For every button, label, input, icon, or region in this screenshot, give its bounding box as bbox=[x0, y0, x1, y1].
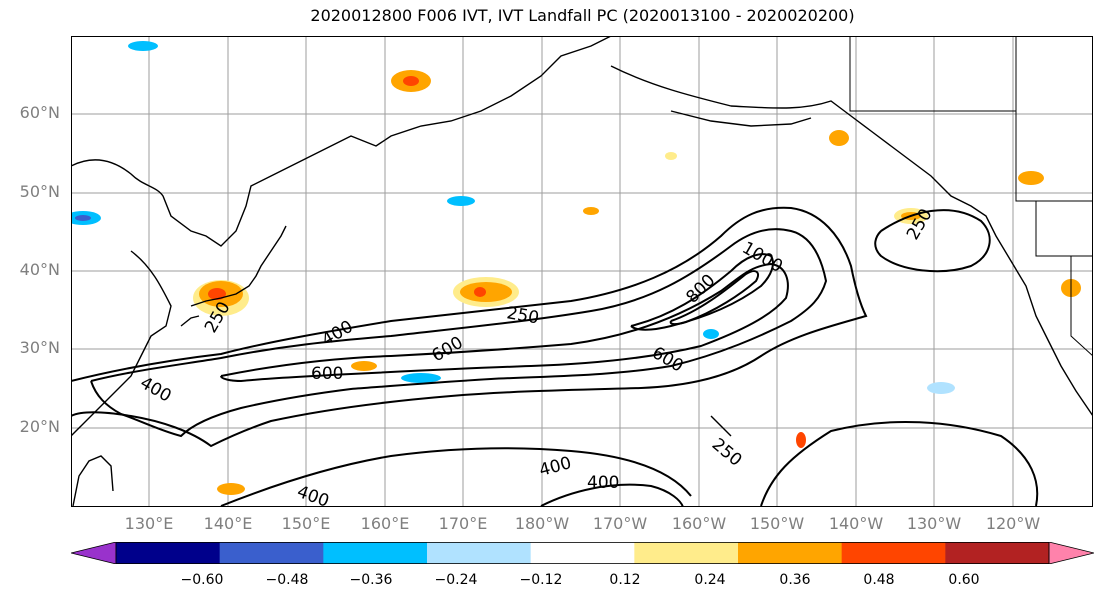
positive-patch-coast bbox=[1018, 171, 1044, 185]
contour-250-east bbox=[874, 209, 991, 273]
colorbar-tick-label: 0.36 bbox=[779, 572, 811, 588]
colorbar-segment bbox=[945, 542, 1050, 564]
contour-label-250-southeast: 250 bbox=[708, 435, 746, 471]
colorbar-segment bbox=[219, 542, 324, 564]
borders bbox=[849, 36, 1093, 357]
contour-400-south-2 bbox=[540, 483, 684, 507]
hawaii bbox=[710, 415, 732, 437]
contour-400-south bbox=[220, 447, 692, 507]
contour-label-600-east: 600 bbox=[649, 343, 687, 377]
lon-label-120w: 120°W bbox=[985, 514, 1041, 533]
contour-400 bbox=[90, 228, 828, 438]
contour-250 bbox=[71, 206, 868, 448]
colorbar-tick-label: 0.24 bbox=[694, 572, 726, 588]
north-america-coast bbox=[610, 65, 1093, 417]
lat-label-20n: 20°N bbox=[19, 417, 60, 436]
colorbar-tick-label: −0.12 bbox=[519, 572, 563, 588]
colorbar bbox=[71, 542, 1094, 564]
positive-patch-180-peak bbox=[474, 287, 486, 297]
negative-patch-west-core bbox=[75, 215, 91, 221]
lon-label-160e: 160°E bbox=[360, 514, 410, 533]
lon-label-150w: 150°W bbox=[749, 514, 805, 533]
lon-label-180w: 180°W bbox=[514, 514, 570, 533]
contour-label-250-mid: 250 bbox=[505, 303, 540, 328]
colorbar-extend-high bbox=[1048, 542, 1094, 564]
positive-patch-dot-2 bbox=[583, 207, 599, 215]
negative-patch-south bbox=[401, 373, 441, 383]
canada-us-border bbox=[1015, 111, 1093, 202]
positive-patch-south-east bbox=[796, 432, 806, 448]
colorbar-tick-label: −0.36 bbox=[349, 572, 393, 588]
colorbar-segment bbox=[841, 542, 946, 564]
contour-label-400-west: 400 bbox=[137, 373, 175, 407]
map-panel: 1000 800 600 600 600 400 400 400 400 400… bbox=[71, 36, 1093, 507]
colorbar-segment bbox=[634, 542, 739, 564]
colorbar-tick-label: −0.60 bbox=[180, 572, 224, 588]
contour-label-400-south-3: 400 bbox=[587, 473, 619, 493]
contour-label-400-south: 400 bbox=[294, 482, 331, 507]
contour-800 bbox=[630, 253, 774, 331]
colorbar-segment bbox=[116, 542, 221, 564]
alaska-border bbox=[849, 36, 1017, 112]
contour-label-400-south-2: 400 bbox=[537, 453, 574, 481]
positive-patch-bering-peak bbox=[403, 76, 419, 86]
positive-patch-japan-peak bbox=[208, 288, 226, 300]
ivt-contours bbox=[71, 206, 1039, 507]
lat-label-50n: 50°N bbox=[19, 182, 60, 201]
contour-1000 bbox=[669, 270, 759, 326]
lon-label-150e: 150°E bbox=[281, 514, 331, 533]
negative-patch-north bbox=[128, 41, 158, 51]
shading-patches bbox=[71, 41, 1081, 495]
positive-patch-subtropic bbox=[351, 361, 377, 371]
negative-patch-southeast bbox=[927, 382, 955, 394]
colorbar-segment bbox=[530, 542, 635, 564]
lon-label-140w: 140°W bbox=[828, 514, 884, 533]
lon-label-160w: 160°W bbox=[671, 514, 727, 533]
contour-label-600-mid: 600 bbox=[429, 333, 467, 367]
lon-label-140e: 140°E bbox=[203, 514, 253, 533]
lon-label-130w: 130°W bbox=[906, 514, 962, 533]
colorbar-tick-label: 0.12 bbox=[609, 572, 641, 588]
map-border bbox=[71, 36, 1093, 507]
state-border-2 bbox=[1070, 256, 1093, 357]
contour-label-group: 1000 800 600 600 600 400 400 400 400 400… bbox=[137, 205, 937, 507]
asia-coast bbox=[71, 36, 612, 247]
colorbar-segment bbox=[738, 542, 843, 564]
colorbar-tick-label: −0.48 bbox=[265, 572, 309, 588]
negative-patch-mid bbox=[447, 196, 475, 206]
contour-250-southeast bbox=[760, 420, 1039, 507]
colorbar-segments bbox=[71, 542, 1094, 564]
aleutian-chain bbox=[670, 110, 812, 127]
colorbar-extend-low bbox=[71, 542, 117, 564]
map-title: 2020012800 F006 IVT, IVT Landfall PC (20… bbox=[310, 6, 855, 25]
lat-label-40n: 40°N bbox=[19, 260, 60, 279]
state-border-1 bbox=[1035, 201, 1093, 257]
positive-patch-gulf bbox=[829, 130, 849, 146]
japan-main bbox=[190, 225, 287, 307]
contour-label-400-mid: 400 bbox=[319, 317, 357, 351]
positive-patch-dot-1 bbox=[665, 152, 677, 160]
lon-label-130e: 130°E bbox=[124, 514, 174, 533]
lon-label-170w: 170°W bbox=[592, 514, 648, 533]
positive-patch-south bbox=[217, 483, 245, 495]
japan-south bbox=[180, 315, 200, 327]
philippines bbox=[72, 455, 114, 507]
graticule bbox=[71, 36, 1093, 507]
colorbar-tick-label: 0.60 bbox=[948, 572, 980, 588]
colorbar-tick-label: −0.24 bbox=[434, 572, 478, 588]
lat-label-30n: 30°N bbox=[19, 338, 60, 357]
lat-label-60n: 60°N bbox=[19, 103, 60, 122]
colorbar-segment bbox=[427, 542, 532, 564]
china-coast bbox=[71, 250, 172, 437]
contour-600 bbox=[220, 262, 789, 383]
colorbar-segment bbox=[323, 542, 428, 564]
colorbar-frame bbox=[115, 542, 1050, 564]
lon-label-170e: 170°E bbox=[438, 514, 488, 533]
map-canvas: 1000 800 600 600 600 400 400 400 400 400… bbox=[71, 36, 1093, 507]
contour-label-600-west: 600 bbox=[311, 364, 343, 384]
negative-patch-dot-1 bbox=[703, 329, 719, 339]
coastlines bbox=[71, 36, 1093, 507]
colorbar-tick-label: 0.48 bbox=[863, 572, 895, 588]
